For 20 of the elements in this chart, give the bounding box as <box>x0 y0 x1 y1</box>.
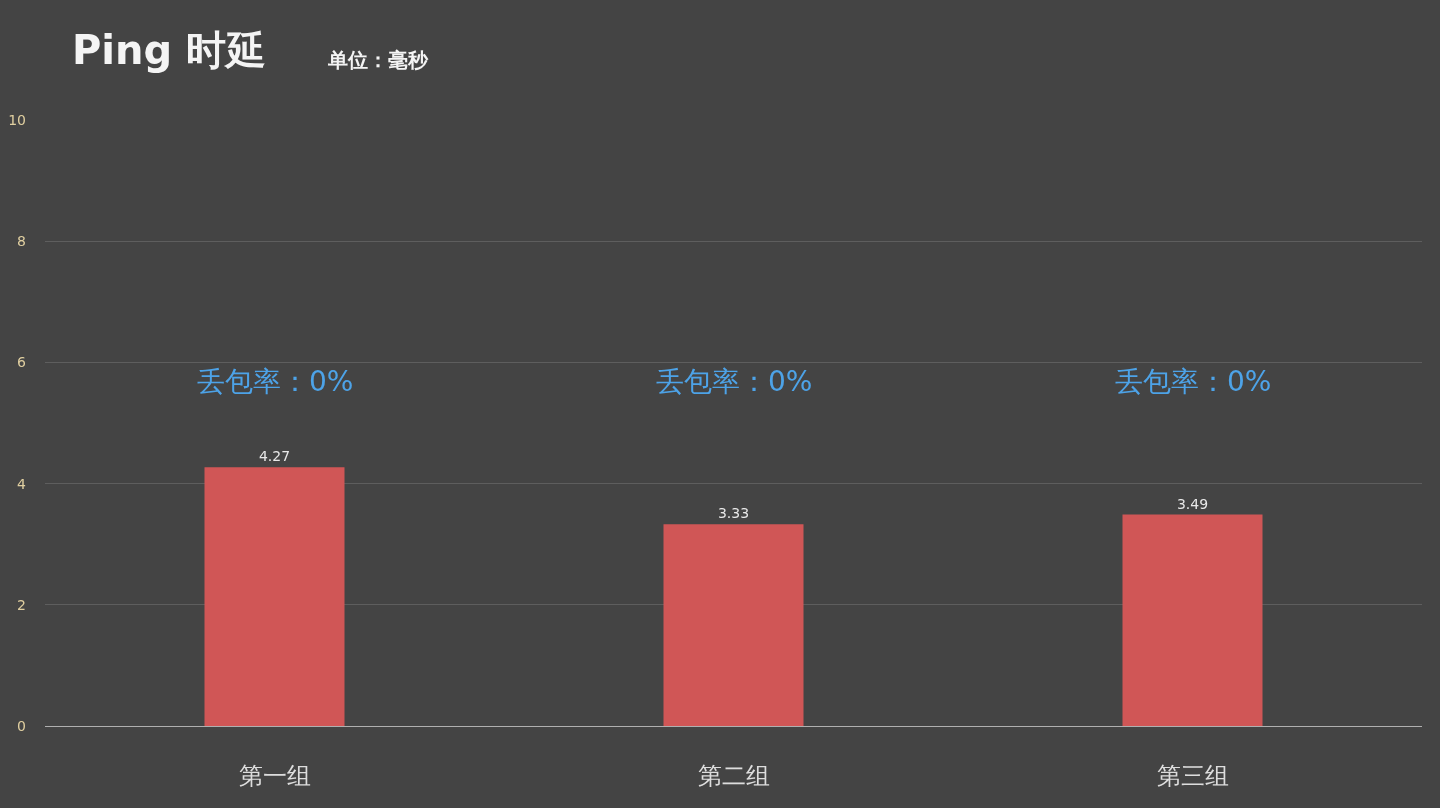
x-tick-label: 第二组 <box>697 761 770 790</box>
data-label: 4.27 <box>258 448 291 465</box>
y-tick-label: 2 <box>17 596 26 613</box>
bar <box>1122 514 1263 726</box>
bar <box>204 467 345 726</box>
chart-title: Ping 时延 <box>72 27 267 73</box>
bar <box>663 524 804 726</box>
x-tick-label: 第三组 <box>1156 761 1229 790</box>
annotation: 丢包率：0% <box>656 365 813 398</box>
y-tick-label: 10 <box>8 111 26 128</box>
data-label: 3.49 <box>1176 495 1209 512</box>
y-tick-label: 8 <box>17 233 26 250</box>
x-tick-label: 第一组 <box>238 761 311 790</box>
annotation: 丢包率：0% <box>1115 365 1272 398</box>
y-tick-label: 6 <box>17 354 27 371</box>
chart-subtitle: 单位：毫秒 <box>327 48 429 72</box>
y-tick-label: 0 <box>17 717 26 734</box>
y-tick-label: 4 <box>17 475 27 492</box>
annotation: 丢包率：0% <box>197 365 354 398</box>
data-label: 3.33 <box>717 505 750 522</box>
